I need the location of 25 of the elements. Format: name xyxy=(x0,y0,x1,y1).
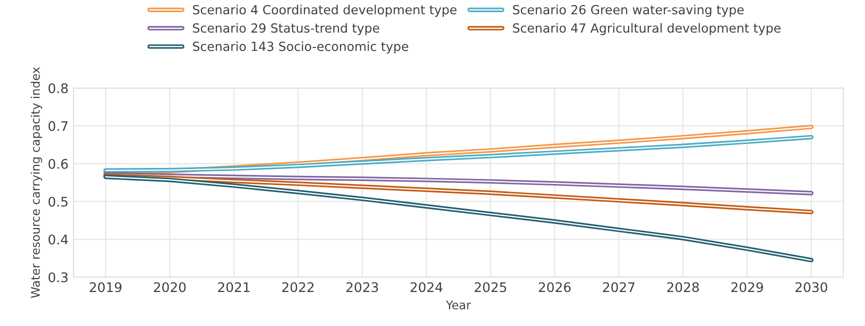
x-tick-label: 2021 xyxy=(218,282,250,292)
legend-label: Scenario 26 Green water-saving type xyxy=(513,4,744,17)
y-tick-label: 0.4 xyxy=(48,234,68,244)
x-tick-label: 2025 xyxy=(474,282,506,292)
x-tick-label: 2028 xyxy=(667,282,699,292)
x-tick-label: 2020 xyxy=(154,282,186,292)
legend-label: Scenario 29 Status-trend type xyxy=(192,23,380,36)
legend-label: Scenario 47 Agricultural development type xyxy=(513,23,781,36)
legend-label: Scenario 143 Socio-economic type xyxy=(192,41,408,54)
x-tick-label: 2029 xyxy=(731,282,764,292)
x-tick-label: 2019 xyxy=(90,282,122,292)
y-tick-label: 0.7 xyxy=(48,121,68,132)
x-tick-label: 2022 xyxy=(282,282,314,292)
legend-label: Scenario 4 Coordinated development type xyxy=(192,4,457,17)
x-axis-title: Year xyxy=(446,300,471,310)
y-tick-label: 0.3 xyxy=(48,272,68,282)
x-tick-label: 2026 xyxy=(538,282,571,292)
x-tick-label: 2024 xyxy=(410,282,442,292)
y-tick-label: 0.5 xyxy=(48,196,68,207)
y-tick-label: 0.6 xyxy=(48,158,68,169)
x-tick-label: 2027 xyxy=(603,282,634,292)
x-tick-label: 2030 xyxy=(795,282,828,292)
y-tick-label: 0.8 xyxy=(48,83,68,94)
x-tick-label: 2023 xyxy=(346,282,378,292)
y-axis-title: Water resource carrying capacity index xyxy=(30,67,42,298)
